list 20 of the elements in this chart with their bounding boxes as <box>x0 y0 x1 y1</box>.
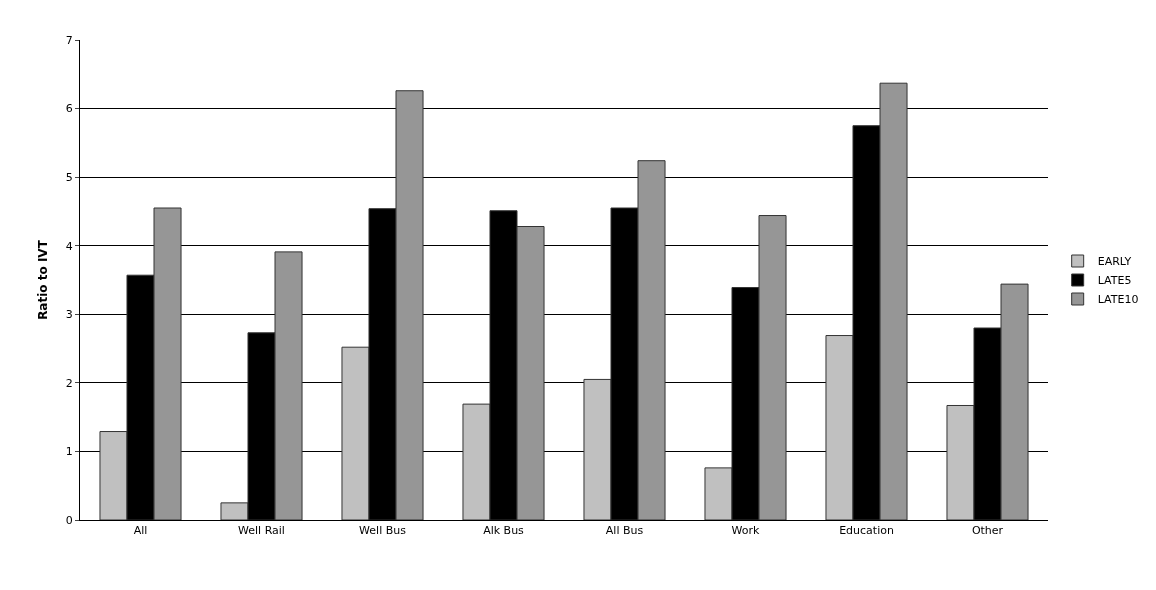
x-tick-label: Education <box>839 524 894 538</box>
x-tick-label: Other <box>971 524 1004 538</box>
x-tick-label: All Bus <box>605 524 644 538</box>
x-tick-label: Well Rail <box>238 524 285 538</box>
x-tick-label: Work <box>731 524 761 538</box>
y-tick-label: 5 <box>65 170 73 184</box>
y-tick-label: 7 <box>65 33 73 47</box>
legend-label: EARLY <box>1097 255 1132 269</box>
x-tick-label: All <box>133 524 148 538</box>
y-tick-label: 4 <box>65 239 73 253</box>
y-tick-label: 6 <box>65 102 73 116</box>
legend-label: LATE5 <box>1097 274 1132 288</box>
x-tick-label: Well Bus <box>359 524 407 538</box>
y-tick-label: 3 <box>65 308 73 322</box>
y-tick-label: 2 <box>65 376 73 390</box>
x-tick-label: Alk Bus <box>483 524 525 538</box>
y-tick-label: 0 <box>65 513 73 527</box>
legend-label: LATE10 <box>1097 293 1139 307</box>
y-axis-title: Ratio to IVT <box>36 239 51 320</box>
y-tick-label: 1 <box>65 445 73 459</box>
